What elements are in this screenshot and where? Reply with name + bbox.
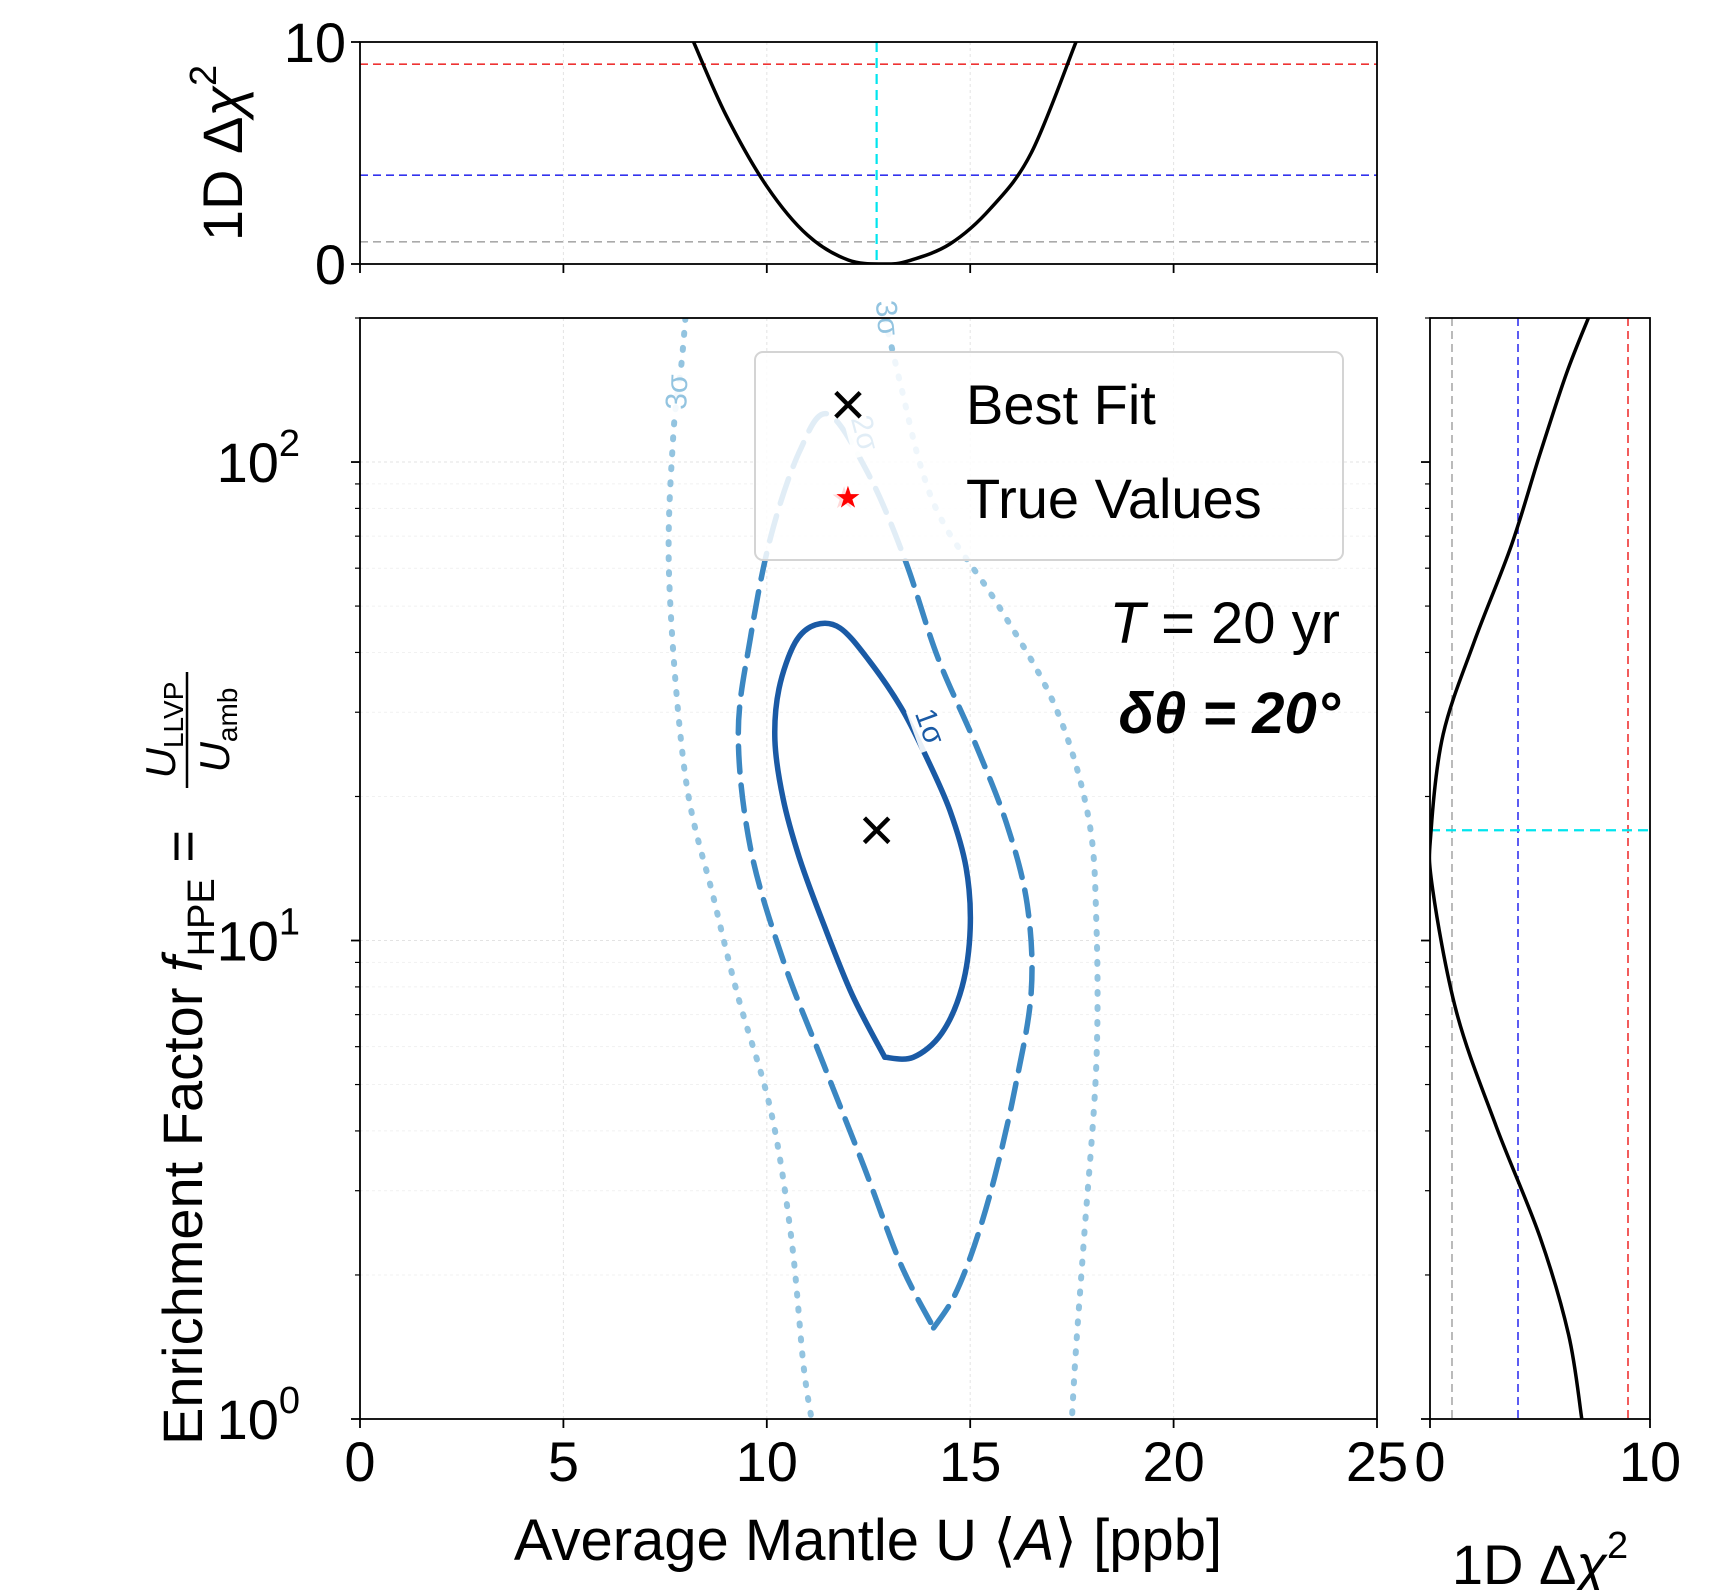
contour-solid-line: [772, 620, 974, 1062]
top-ylabel-pre: 1D Δ: [191, 117, 254, 242]
main-xlabel-var: A: [1013, 1508, 1055, 1573]
main-ylabel-eq: =: [151, 830, 214, 878]
right-xlabel: 1D Δχ2: [1452, 1525, 1628, 1590]
main-ytick-label: 102: [217, 423, 300, 494]
legend-marker-best-fit: ×: [830, 371, 866, 440]
main-xlabel: Average Mantle U ⟨A⟩ [ppb]: [514, 1508, 1222, 1573]
main-ylabel-sub: HPE: [181, 878, 223, 956]
main-xtick-label: 15: [939, 1430, 1001, 1493]
main-ylabel-denominator: Uamb: [191, 688, 243, 773]
contour-label-3sigma: 3σ: [659, 369, 696, 415]
legend-label-best-fit: Best Fit: [966, 373, 1156, 436]
contour-label-text: 3σ: [660, 373, 694, 410]
main-ylabel-den: U: [191, 741, 238, 772]
main-ylabel-num: U: [137, 747, 184, 778]
right-xlabel-exp: 2: [1607, 1525, 1628, 1567]
contour-dotted-line: [665, 318, 815, 1419]
main-ytick-exp: 1: [279, 902, 300, 944]
top-ylabel-exp: 2: [183, 65, 225, 86]
top-ylabel-var: χ: [191, 85, 254, 122]
main-xtick-label: 25: [1346, 1430, 1408, 1493]
main-ytick-label: 101: [217, 902, 300, 973]
top-delta-chi2-curve: [691, 42, 1078, 264]
top-ticks: 0 10: [284, 11, 1378, 296]
right-delta-chi2-curve: [1430, 318, 1591, 1419]
right-ticks: 0 10: [1414, 317, 1681, 1493]
best-fit-marker: ×: [859, 796, 895, 865]
top-ytick-label: 10: [284, 11, 346, 74]
main-ytick-base: 10: [217, 910, 279, 973]
main-ylabel-text: Enrichment Factor fHPE =: [151, 830, 223, 1445]
annotation-exposure-time: T = 20 yr: [1110, 591, 1340, 656]
right-xlabel-pre: 1D Δ: [1452, 1533, 1577, 1590]
legend: × Best Fit ★ True Values: [754, 351, 1344, 561]
contour-label-1sigma: 1σ: [906, 700, 954, 754]
right-axes-frame: [1429, 317, 1651, 1420]
main-xtick-label: 5: [548, 1430, 579, 1493]
legend-box: [754, 351, 1344, 561]
main-xtick-label: 0: [344, 1430, 375, 1493]
main-xlabel-pre: Average Mantle U ⟨: [514, 1508, 1016, 1573]
top-ylabel: 1D Δχ2: [183, 65, 254, 241]
main-ytick-base: 10: [217, 1388, 279, 1451]
top-axes-frame: [359, 41, 1378, 265]
main-panel: 1σ2σ3σ3σ × ★ × Best Fit ★ True Values T …: [137, 294, 1408, 1573]
legend-marker-true-values: ★: [835, 482, 862, 515]
right-xlabel-var: χ: [1571, 1533, 1608, 1590]
top-panel: 0 10 1D Δχ2: [183, 11, 1378, 296]
top-hlines: [360, 63, 1377, 243]
legend-label-true-values: True Values: [966, 467, 1262, 530]
right-panel: 0 10 1D Δχ2: [1414, 317, 1681, 1590]
main-ytick-base: 10: [217, 431, 279, 494]
main-ylabel-numerator: ULLVP: [137, 682, 189, 779]
main-xlabel-post: ⟩ [ppb]: [1054, 1508, 1222, 1573]
main-ylabel: Enrichment Factor fHPE = ULLVP Uamb: [137, 672, 243, 1445]
right-vlines: [1451, 318, 1629, 1419]
main-axes-frame: [359, 317, 1378, 1420]
annotation-exposure-var: T: [1110, 591, 1149, 656]
main-ylabel-pre: Enrichment Factor: [151, 972, 214, 1445]
right-xtick-label: 0: [1414, 1430, 1445, 1493]
main-ytick-label: 100: [217, 1380, 300, 1451]
annotation-angular-resolution: δθ = 20°: [1118, 681, 1340, 746]
annotation-exposure-value: = 20 yr: [1145, 591, 1340, 656]
top-ytick-label: 0: [315, 233, 346, 296]
contour-label-bg: [906, 700, 954, 754]
main-ytick-exp: 0: [279, 1380, 300, 1422]
main-ytick-exp: 2: [279, 423, 300, 465]
contour-label-bg: [659, 369, 696, 415]
right-xtick-label: 10: [1619, 1430, 1681, 1493]
main-xtick-label: 10: [736, 1430, 798, 1493]
main-ylabel-num-sub: LLVP: [158, 682, 189, 748]
top-gridlines: [360, 42, 1377, 264]
main-xtick-label: 20: [1142, 1430, 1204, 1493]
main-ylabel-den-sub: amb: [212, 688, 243, 742]
